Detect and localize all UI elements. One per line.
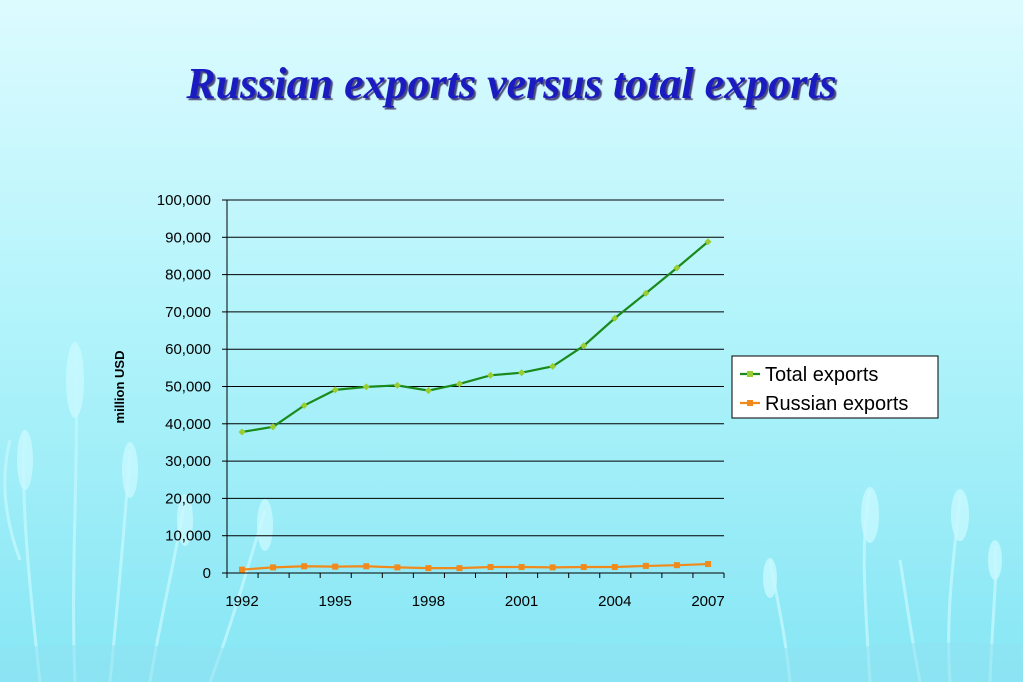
data-point [270,564,277,571]
data-point [487,564,494,571]
x-tick-label: 2004 [598,593,631,610]
legend-marker [747,400,753,406]
data-point [456,565,463,572]
data-point [455,380,464,388]
data-point [363,563,370,570]
data-point [238,428,246,436]
wheat-heads-left [17,342,273,551]
data-point [486,371,495,379]
y-tick-label: 20,000 [165,490,211,507]
y-tick-label: 40,000 [165,416,211,433]
data-point [580,564,587,571]
water-ripple-band [0,642,1023,682]
data-point [673,562,680,569]
data-point [362,383,370,391]
data-point [300,401,308,410]
legend-marker [747,371,753,377]
data-point [394,564,401,571]
x-tick-label: 1992 [225,593,258,610]
x-axis-ticks: 1992 1995 1998 2001 2004 2007 [225,573,725,610]
series-line-1 [241,240,709,434]
data-point [580,342,588,350]
wheat-heads-right [763,487,1002,598]
y-tick-label: 90,000 [165,229,211,246]
data-point [642,562,649,569]
legend: Total exports Russian exports [731,355,939,419]
y-tick-label: 70,000 [165,304,211,321]
legend-label: Total exports [765,364,878,386]
data-point [518,369,526,377]
y-tick-label: 80,000 [165,267,211,284]
x-tick-label: 2001 [505,593,538,610]
data-point [239,566,245,573]
data-point [673,264,681,272]
data-point [611,564,618,571]
data-point [518,564,525,571]
x-tick-label: 1998 [412,593,445,610]
data-point [424,387,432,395]
y-tick-label: 100,000 [157,192,211,209]
y-axis-label: million USD [112,351,127,424]
data-point [393,381,401,389]
legend-box [731,355,939,419]
data-point [331,386,339,394]
y-tick-label: 60,000 [165,341,211,358]
series-line-2 [241,562,709,571]
x-tick-label: 1995 [319,593,352,610]
data-point [549,362,557,370]
gridlines [227,199,724,537]
slide-title: Russian exports versus total exports [186,59,837,108]
y-tick-label: 0 [203,565,211,582]
y-axis-ticks: 0 10,000 20,000 30,000 40,000 50,000 60,000 70,… [157,192,227,582]
data-point [269,423,277,431]
legend-label: Russian exports [765,393,908,415]
y-tick-label: 30,000 [165,453,211,470]
data-point [301,563,308,570]
data-point [611,314,619,322]
y-tick-label: 50,000 [165,379,211,396]
data-point [549,564,556,571]
data-point [425,565,432,572]
data-point [332,563,339,570]
y-tick-label: 10,000 [165,528,211,545]
data-point [642,289,650,297]
x-tick-label: 2007 [691,593,724,610]
series-lines [238,238,712,573]
data-point [704,238,712,246]
data-point [705,561,711,568]
